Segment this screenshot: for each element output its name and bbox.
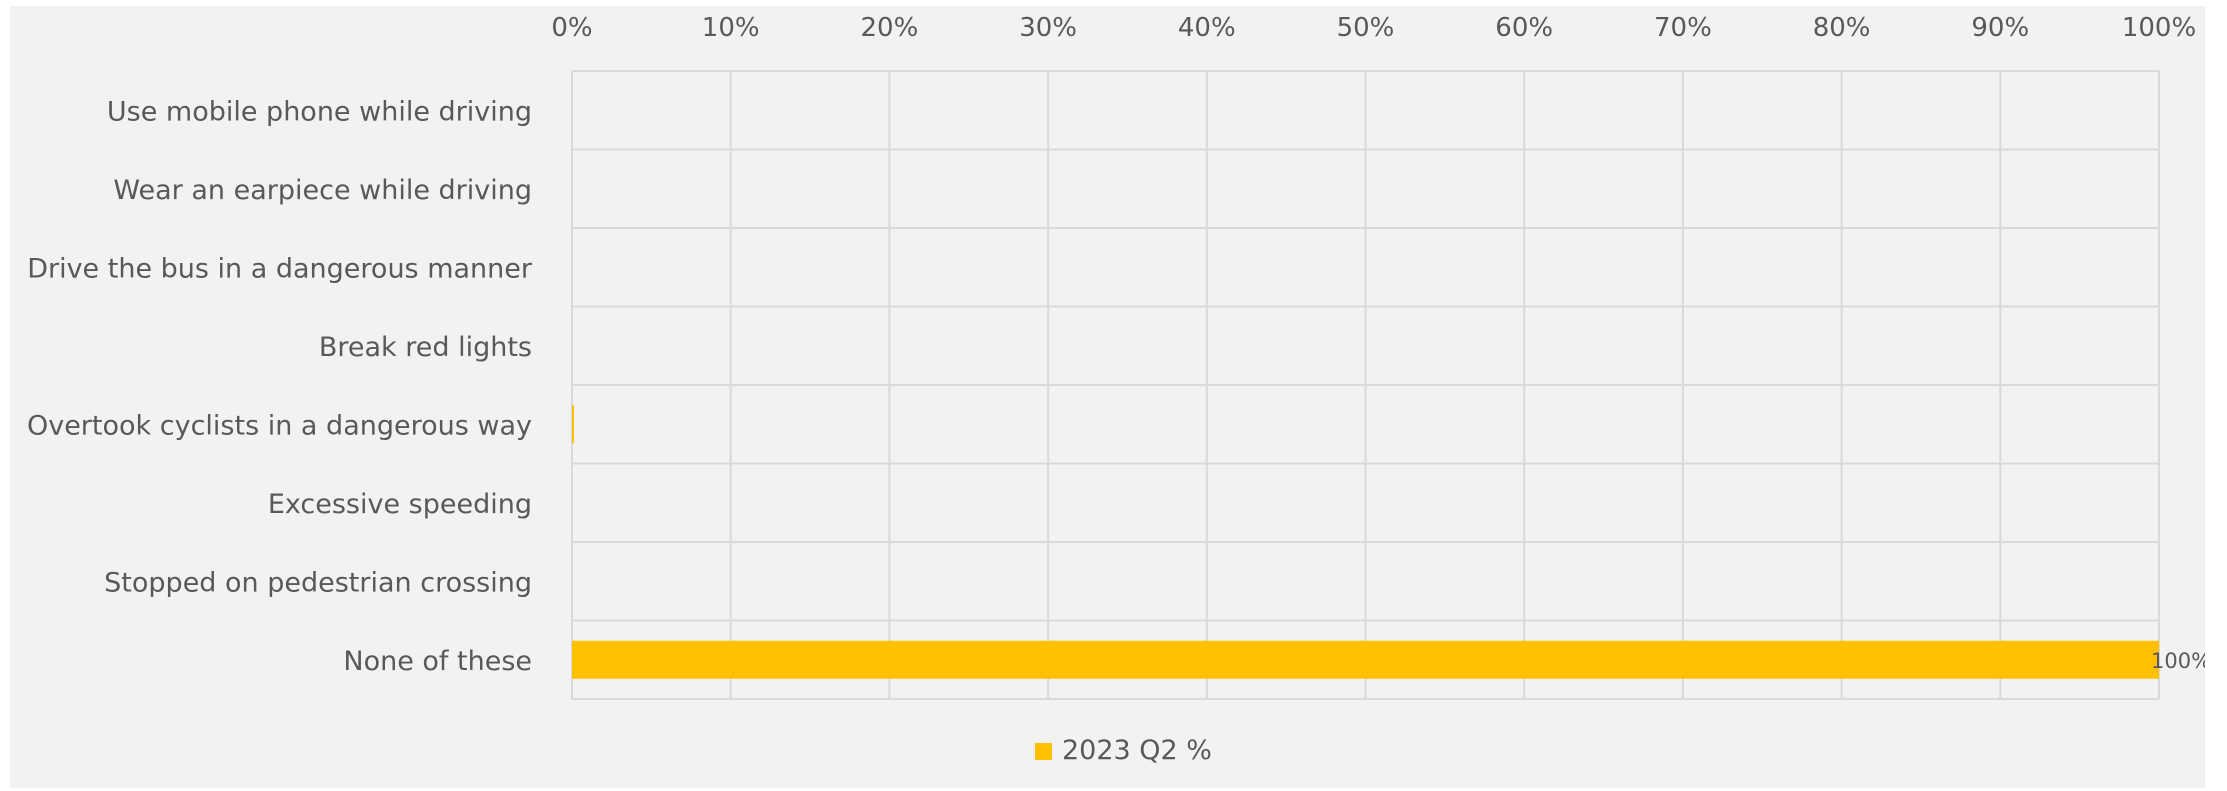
legend: 2023 Q2 % xyxy=(1035,735,1212,766)
x-tick-label: 70% xyxy=(1654,13,1712,43)
x-tick-label: 100% xyxy=(2122,13,2196,43)
x-tick-label: 60% xyxy=(1495,13,1553,43)
x-tick-label: 0% xyxy=(551,13,592,43)
data-label: 100% xyxy=(2151,649,2205,673)
category-label: Wear an earpiece while driving xyxy=(113,175,532,206)
legend-swatch xyxy=(1035,743,1052,760)
category-label: Stopped on pedestrian crossing xyxy=(104,567,532,598)
legend-label: 2023 Q2 % xyxy=(1062,735,1212,766)
x-tick-label: 80% xyxy=(1813,13,1871,43)
data-labels: 100% xyxy=(2151,649,2205,673)
bar xyxy=(572,405,574,444)
x-tick-label: 40% xyxy=(1178,13,1236,43)
bar xyxy=(572,640,2159,679)
x-tick-label: 50% xyxy=(1337,13,1395,43)
x-tick-label: 30% xyxy=(1019,13,1077,43)
x-axis-ticks: 0% 10% 20% 30% 40% 50% 60% 70% 80% 90% 100% xyxy=(551,13,2196,43)
chart-area: 0% 10% 20% 30% 40% 50% 60% 70% 80% 90% 100% Use mo… xyxy=(10,6,2205,788)
category-label: None of these xyxy=(343,646,532,677)
x-tick-label: 20% xyxy=(861,13,919,43)
bars xyxy=(572,405,2159,679)
gridlines xyxy=(571,70,2160,700)
category-label: Use mobile phone while driving xyxy=(107,96,532,127)
category-label: Break red lights xyxy=(319,332,532,363)
x-tick-label: 10% xyxy=(702,13,760,43)
category-label: Overtook cyclists in a dangerous way xyxy=(27,410,532,441)
x-tick-label: 90% xyxy=(1971,13,2029,43)
bar-chart: 0% 10% 20% 30% 40% 50% 60% 70% 80% 90% 100% Use mo… xyxy=(27,13,2205,766)
category-labels: Use mobile phone while driving Wear an ea… xyxy=(27,96,533,677)
category-label: Excessive speeding xyxy=(268,489,532,520)
category-label: Drive the bus in a dangerous manner xyxy=(27,253,533,284)
